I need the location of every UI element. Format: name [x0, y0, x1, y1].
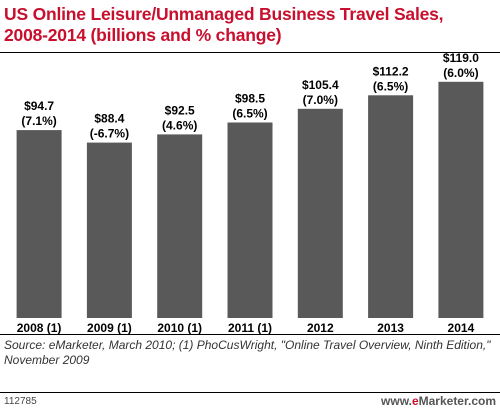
chart-title-line-2: 2008-2014 (billions and % change): [4, 25, 282, 45]
value-label-4: $105.4: [302, 78, 339, 92]
value-label-5: $112.2: [373, 64, 409, 78]
category-label-5: 2013: [377, 321, 404, 335]
change-label-6: (6.0%): [443, 66, 478, 80]
chart-title: US Online Leisure/Unmanaged Business Tra…: [4, 4, 494, 46]
category-label-2: 2010 (1): [157, 321, 202, 335]
source-note: Source: eMarketer, March 2010; (1) PhoCu…: [4, 338, 491, 367]
category-label-1: 2009 (1): [87, 321, 132, 335]
bar-0: [16, 130, 62, 318]
title-divider: [0, 52, 500, 53]
change-label-3: (6.5%): [232, 107, 267, 121]
emarketer-logo[interactable]: www.eMarketer.com: [381, 394, 496, 408]
value-label-0: $94.7: [24, 99, 54, 113]
bar-1: [86, 142, 132, 318]
category-label-4: 2012: [307, 321, 334, 335]
brand-prefix: www.: [381, 394, 412, 408]
change-label-0: (7.1%): [21, 114, 56, 128]
category-label-0: 2008 (1): [17, 321, 62, 335]
source-divider: [0, 334, 500, 335]
category-label-3: 2011 (1): [228, 321, 272, 335]
footer-divider: [0, 392, 500, 393]
change-label-1: (-6.7%): [90, 127, 129, 141]
bar-chart: $94.7(7.1%) 2008 (1) $88.4(-6.7%) 2009 (1) $…: [16, 51, 484, 335]
bar-6: [438, 81, 484, 318]
value-label-2: $92.5: [165, 103, 195, 117]
chart-title-line-1: US Online Leisure/Unmanaged Business Tra…: [4, 4, 444, 24]
brand-e: e: [411, 394, 419, 408]
bar-2: [157, 134, 203, 318]
value-label-6: $119.0: [443, 51, 479, 65]
change-label-5: (6.5%): [373, 79, 408, 93]
bar-3: [227, 122, 273, 318]
bar-4: [297, 108, 343, 318]
change-label-2: (4.6%): [162, 118, 197, 132]
chart-id: 112785: [4, 396, 37, 407]
value-label-3: $98.5: [235, 92, 265, 106]
category-label-6: 2014: [448, 321, 475, 335]
brand-suffix: Marketer.com: [418, 394, 496, 408]
value-label-1: $88.4: [94, 112, 124, 126]
change-label-4: (7.0%): [303, 93, 338, 107]
bar-5: [368, 95, 414, 318]
